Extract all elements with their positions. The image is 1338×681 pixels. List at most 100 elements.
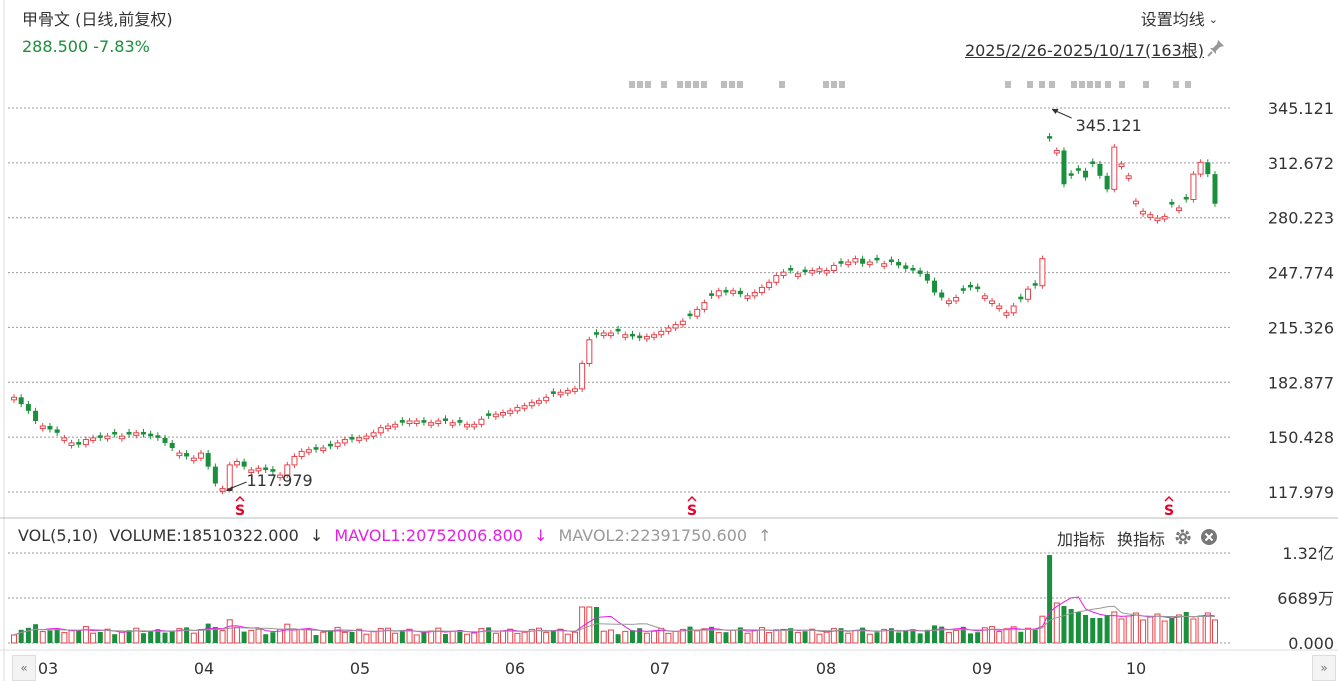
candle-body (672, 324, 679, 329)
volume-bar (744, 632, 751, 644)
volume-bar (248, 629, 255, 644)
volume-bar (1068, 609, 1074, 643)
date-range-link[interactable]: 2025/2/26-2025/10/17(163根) (964, 41, 1204, 60)
volume-bar (341, 631, 348, 644)
candle-body (1039, 258, 1046, 287)
event-marker (1079, 81, 1085, 88)
scroll-right-button[interactable]: » (1312, 655, 1336, 681)
volume-bar (1190, 618, 1197, 644)
volume-bar (39, 631, 46, 644)
price-tick-label: 215.326 (1268, 318, 1334, 337)
candle-body (694, 308, 701, 317)
candle-body (197, 452, 204, 459)
volume-bar (334, 626, 341, 644)
volume-bar (514, 632, 521, 644)
candle-body (1205, 162, 1211, 175)
candle-body (1147, 214, 1154, 218)
candle-body (291, 455, 298, 466)
candle-body (521, 405, 528, 409)
x-tick-label: 05 (350, 659, 370, 678)
volume-bar (874, 632, 880, 643)
candle-body (622, 334, 629, 338)
x-tick-label: 06 (505, 659, 525, 678)
volume-bar (1125, 615, 1132, 644)
volume-bar (1147, 616, 1154, 644)
candle-body (1003, 312, 1010, 316)
volume-bar (802, 631, 808, 643)
event-marker (831, 81, 837, 88)
candle-body (140, 431, 146, 435)
candle-body (155, 435, 161, 438)
settings-ma-button[interactable]: 设置均线 ⌄ (1141, 6, 1218, 30)
volume-bar (723, 632, 729, 643)
volume-bar (112, 634, 118, 643)
candle-body (571, 388, 578, 392)
volume-bar (33, 624, 39, 643)
volume-bar (773, 629, 780, 644)
volume-bar (126, 630, 132, 643)
volume-bar (1118, 618, 1125, 644)
volume-bar (830, 628, 837, 644)
candle-body (241, 461, 247, 467)
mavol1-value: MAVOL1:20752006.800 (334, 526, 523, 545)
signal-arrow (1164, 495, 1174, 502)
candle-body (1140, 210, 1147, 215)
event-marker (661, 81, 667, 88)
candle-body (384, 425, 391, 430)
candle-body (903, 265, 909, 269)
volume-bar (1053, 602, 1060, 644)
candle-body (816, 268, 823, 272)
volume-bar (788, 628, 794, 643)
volume-bar (155, 629, 161, 643)
scroll-left-button[interactable]: « (12, 655, 36, 681)
candle-body (715, 290, 722, 297)
candle-body (802, 269, 808, 273)
volume-bar (212, 627, 218, 643)
gear-icon[interactable] (1174, 528, 1192, 546)
x-tick-label: 04 (194, 659, 214, 678)
candle-body (535, 400, 542, 404)
event-marker (737, 81, 743, 88)
volume-bar (715, 632, 722, 644)
candle-body (830, 264, 837, 271)
candle-body (939, 292, 945, 298)
volume-bar (205, 623, 211, 643)
event-marker (645, 81, 651, 88)
signal-arrow (687, 495, 697, 502)
event-marker (629, 81, 635, 88)
volume-bar (140, 633, 146, 643)
volume-bar (68, 630, 75, 644)
volume-bar (486, 627, 492, 643)
candle-body (607, 332, 614, 337)
add-indicator-button[interactable]: 加指标 (1056, 530, 1105, 549)
volume-bar (298, 629, 305, 644)
volume-bar (528, 628, 535, 644)
candle-body (176, 452, 183, 457)
candle-body (665, 327, 672, 332)
candle-body (1053, 149, 1060, 154)
volume-bar (945, 631, 952, 644)
volume-bar (1161, 620, 1168, 644)
volume-bar (981, 627, 988, 644)
candle-body (54, 429, 60, 433)
switch-indicator-button[interactable]: 换指标 (1116, 530, 1165, 549)
candle-body (564, 390, 571, 394)
candle-body (794, 273, 801, 277)
volume-bar (694, 630, 701, 644)
close-icon[interactable] (1200, 528, 1218, 546)
volume-bar (687, 626, 693, 643)
candle-body (356, 437, 363, 441)
candle-body (18, 397, 24, 405)
candle-body (758, 286, 765, 293)
volume-bar (1169, 618, 1175, 643)
event-marker (721, 81, 727, 88)
volume-bar (975, 632, 981, 643)
candle-body (449, 422, 456, 426)
volume-bar (637, 628, 643, 643)
candle-body (370, 432, 377, 437)
volume-bar (61, 632, 68, 644)
pin-icon[interactable] (1206, 38, 1226, 58)
candle-body (1025, 288, 1032, 300)
volume-bar (457, 630, 463, 643)
